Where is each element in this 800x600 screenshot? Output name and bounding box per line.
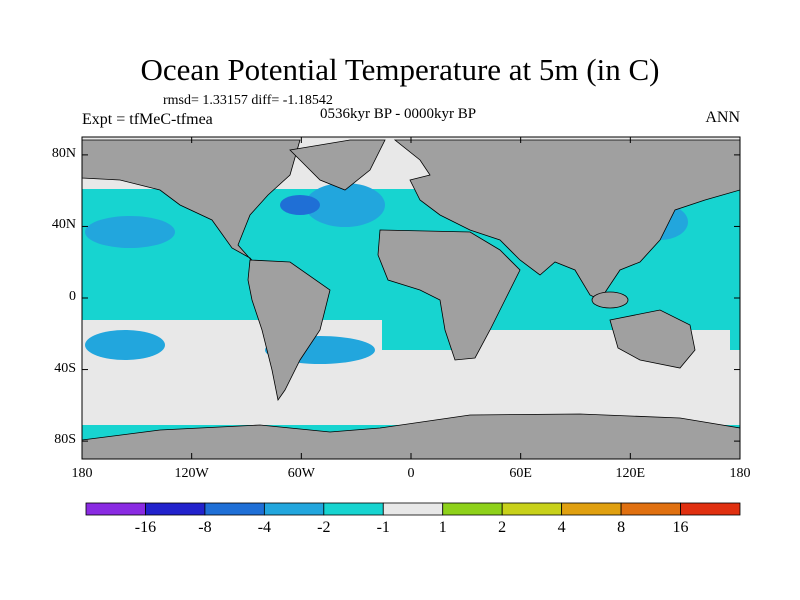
colorbar-label: -1 xyxy=(376,519,390,536)
colorbar-box xyxy=(85,502,146,516)
land-africa xyxy=(377,229,521,361)
colorbar-label: -4 xyxy=(257,519,272,536)
colorbar-label: 4 xyxy=(557,519,566,536)
land-australia xyxy=(609,309,696,369)
colorbar-label: 2 xyxy=(498,519,507,536)
colorbar-label: -16 xyxy=(134,519,157,536)
land-north-america xyxy=(81,139,301,271)
lat-tick-label: 40S xyxy=(54,360,76,376)
experiment-label: Expt = tfMeC-tfmea xyxy=(82,111,213,128)
period-label: 0536kyr BP - 0000kyr BP xyxy=(320,106,477,122)
colorbar-box xyxy=(263,502,325,516)
colorbar-box xyxy=(501,502,563,516)
colorbar-box xyxy=(620,502,681,516)
land-greenland xyxy=(289,139,386,191)
lat-tick-label: 80N xyxy=(51,145,76,161)
stats-line: rmsd= 1.33157 diff= -1.18542 xyxy=(163,93,333,108)
colorbar-box xyxy=(204,502,265,516)
lon-tick-label: 180 xyxy=(729,466,751,481)
season-label: ANN xyxy=(705,109,740,126)
land-eurasia xyxy=(393,139,741,301)
colorbar-box xyxy=(382,502,444,516)
lon-tick-label: 60W xyxy=(287,466,315,481)
lat-tick-label: 80S xyxy=(54,432,76,448)
land-south-america xyxy=(247,259,331,401)
lon-tick-label: 180 xyxy=(71,466,93,481)
page-title: Ocean Potential Temperature at 5m (in C) xyxy=(140,52,660,87)
colorbar-box xyxy=(680,502,741,516)
colorbar-label: 16 xyxy=(672,519,689,536)
north-atlantic-cooling xyxy=(305,183,385,227)
lat-tick-label: 0 xyxy=(69,289,76,304)
axis-ticks xyxy=(81,137,741,459)
colorbar-box xyxy=(442,502,503,516)
lon-tick-label: 120E xyxy=(615,466,646,481)
colorbar-box xyxy=(145,502,206,516)
north-pacific-cooling xyxy=(85,216,175,248)
lon-tick-label: 120W xyxy=(174,466,209,481)
colorbar-box xyxy=(323,502,384,516)
colorbar-label: -2 xyxy=(317,519,331,536)
southern-ocean-band xyxy=(82,350,740,425)
colorbar-label: -8 xyxy=(198,519,212,536)
gulf-stream-cooling xyxy=(280,195,320,215)
colorbar-label: 1 xyxy=(438,519,447,536)
south-pacific-west-cooling xyxy=(85,330,165,360)
land-indonesia xyxy=(591,291,629,309)
colorbar-label: 8 xyxy=(617,519,626,536)
colorbar-box xyxy=(561,502,622,516)
lon-tick-label: 60E xyxy=(509,466,532,481)
lon-tick-label: 0 xyxy=(407,466,415,481)
colorbar xyxy=(85,502,741,516)
lat-tick-label: 40N xyxy=(51,217,76,233)
plot-area xyxy=(81,137,741,460)
